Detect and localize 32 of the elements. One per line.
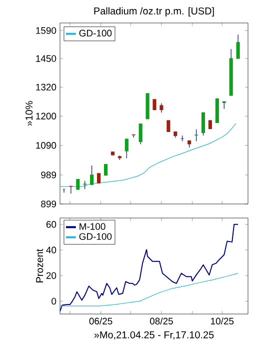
y-tick-label: 1090 bbox=[36, 142, 56, 149]
candlestick bbox=[97, 172, 101, 184]
candlestick bbox=[160, 102, 164, 113]
candlestick bbox=[124, 138, 128, 158]
legend-label: M-100 bbox=[80, 223, 106, 230]
candlestick bbox=[90, 165, 94, 186]
y-tick-label: 0 bbox=[52, 298, 56, 305]
candlestick bbox=[236, 34, 240, 60]
candlestick bbox=[138, 123, 142, 145]
y-tick-label: 40 bbox=[46, 246, 56, 254]
candlestick bbox=[194, 129, 198, 142]
x-tick-label: 10/25 bbox=[211, 318, 234, 324]
x-tick-label: 08/25 bbox=[150, 318, 173, 324]
x-axis-title: »Mo,21.04.25 - Fr,17.10.25 bbox=[94, 331, 214, 340]
x-tick-label: 06/25 bbox=[89, 318, 112, 324]
y-tick-label: 899 bbox=[41, 200, 56, 208]
line-series bbox=[60, 123, 236, 187]
legend-label: GD-100 bbox=[79, 233, 112, 240]
y-tick-label: 20 bbox=[46, 272, 56, 279]
candlestick bbox=[166, 120, 170, 132]
chart-title: Palladium /oz.tr p.m. [USD] bbox=[94, 7, 214, 16]
y-tick-label: 1590 bbox=[36, 27, 56, 34]
y-tick-label: 1450 bbox=[36, 55, 56, 62]
y-tick-label: 60 bbox=[46, 221, 56, 228]
y-tick-label: 989 bbox=[41, 172, 56, 178]
legend-label: GD-100 bbox=[79, 30, 112, 36]
line-series bbox=[60, 224, 239, 312]
y-axis-title: Prozent bbox=[36, 248, 44, 282]
y-tick-label: 1320 bbox=[36, 84, 56, 90]
y-axis-title: »10% bbox=[26, 101, 33, 126]
candlestick bbox=[201, 112, 206, 136]
y-tick-label: 1200 bbox=[36, 112, 56, 120]
